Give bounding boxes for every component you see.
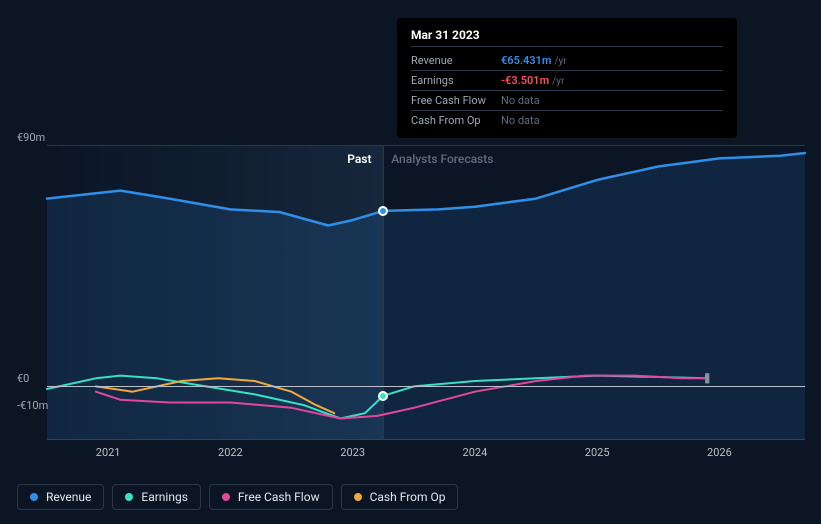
x-tick-label: 2026 bbox=[707, 446, 732, 459]
legend-chip-fcf[interactable]: Free Cash Flow bbox=[209, 484, 333, 510]
tooltip-row-nodata: No data bbox=[501, 114, 540, 127]
legend-chip-earnings[interactable]: Earnings bbox=[112, 484, 201, 510]
tooltip-row: Free Cash FlowNo data bbox=[411, 91, 723, 111]
legend-label: Free Cash Flow bbox=[238, 490, 320, 504]
legend-dot bbox=[222, 493, 230, 501]
tooltip: Mar 31 2023 Revenue€65.431m/yrEarnings-€… bbox=[397, 18, 737, 138]
tooltip-row-key: Free Cash Flow bbox=[411, 94, 501, 107]
tooltip-row-value: -€3.501m bbox=[501, 74, 549, 87]
tooltip-row-value: €65.431m bbox=[501, 54, 551, 67]
series-marker-revenue bbox=[378, 206, 388, 216]
legend-dot bbox=[30, 493, 38, 501]
series-marker-earnings bbox=[378, 391, 388, 401]
legend-label: Cash From Op bbox=[370, 490, 446, 504]
x-tick-label: 2022 bbox=[218, 446, 243, 459]
y-tick-label: €90m bbox=[17, 131, 45, 144]
legend-chip-revenue[interactable]: Revenue bbox=[17, 484, 104, 510]
tooltip-row: Earnings-€3.501m/yr bbox=[411, 71, 723, 91]
tooltip-row: Revenue€65.431m/yr bbox=[411, 51, 723, 71]
tooltip-row-key: Revenue bbox=[411, 54, 501, 67]
legend: Revenue Earnings Free Cash Flow Cash From O… bbox=[17, 484, 458, 510]
legend-label: Revenue bbox=[46, 490, 91, 504]
x-tick-label: 2021 bbox=[96, 446, 121, 459]
legend-chip-cfo[interactable]: Cash From Op bbox=[341, 484, 459, 510]
tooltip-row-key: Earnings bbox=[411, 74, 501, 87]
x-tick-label: 2025 bbox=[585, 446, 610, 459]
x-tick-label: 2024 bbox=[463, 446, 488, 459]
legend-dot bbox=[125, 493, 133, 501]
chart-container: Past Analysts Forecasts €90m€0-€10m 2021… bbox=[0, 0, 821, 524]
legend-dot bbox=[354, 493, 362, 501]
tooltip-row-key: Cash From Op bbox=[411, 114, 501, 127]
tooltip-row-unit: /yr bbox=[552, 76, 564, 87]
tooltip-row: Cash From OpNo data bbox=[411, 111, 723, 130]
tooltip-row-unit: /yr bbox=[554, 56, 566, 67]
tooltip-title: Mar 31 2023 bbox=[411, 28, 723, 47]
zero-line bbox=[47, 386, 805, 387]
legend-label: Earnings bbox=[141, 490, 188, 504]
x-tick-label: 2023 bbox=[340, 446, 365, 459]
tooltip-row-nodata: No data bbox=[501, 94, 540, 107]
y-tick-label: -€10m bbox=[17, 399, 48, 412]
y-tick-label: €0 bbox=[17, 372, 29, 385]
